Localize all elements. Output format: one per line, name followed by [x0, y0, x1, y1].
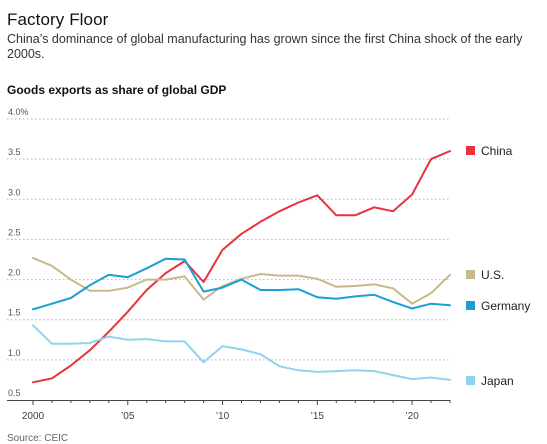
series-line-germany [32, 257, 451, 311]
x-tick-label: ’15 [311, 411, 325, 422]
x-tick-label: ’10 [216, 411, 230, 422]
chart-title: Goods exports as share of global GDP [7, 83, 227, 97]
y-tick-label: 2.5 [8, 227, 21, 237]
legend-swatch-us [466, 270, 475, 279]
series-line-japan [32, 324, 451, 381]
legend-label-china: China [481, 144, 513, 158]
y-tick-label: 0.5 [8, 388, 21, 398]
legend-swatch-japan [466, 376, 475, 385]
legend-label-germany: Germany [481, 299, 530, 313]
legend-swatch-china [466, 146, 475, 155]
y-tick-label: 2.0 [8, 268, 21, 278]
header: Factory Floor China’s dominance of globa… [7, 10, 542, 62]
y-tick-label: 4.0% [8, 107, 29, 117]
legend-label-japan: Japan [481, 374, 514, 388]
y-tick-label: 1.0 [8, 348, 21, 358]
source-note: Source: CEIC [7, 433, 69, 444]
x-tick-label: ’05 [121, 411, 135, 422]
x-tick-label: ’20 [405, 411, 419, 422]
page-title: Factory Floor [7, 10, 109, 29]
y-tick-label: 3.5 [8, 147, 21, 157]
page-subtitle: China’s dominance of global manufacturin… [7, 32, 523, 61]
series-line-us [32, 256, 451, 305]
legend-label-us: U.S. [481, 268, 504, 282]
y-tick-label: 1.5 [8, 308, 21, 318]
x-tick-label: 2000 [22, 411, 45, 422]
legend-swatch-germany [466, 301, 475, 310]
y-tick-label: 3.0 [8, 187, 21, 197]
series-line-china [32, 150, 451, 384]
